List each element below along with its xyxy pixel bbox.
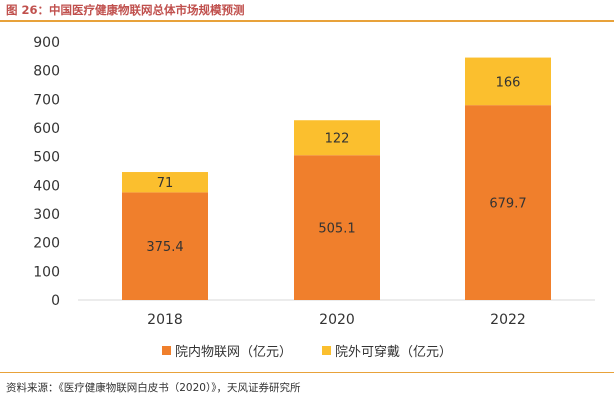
data-label: 122	[325, 132, 350, 147]
x-tick-label: 2018	[147, 312, 183, 328]
legend-label-series-1: 院内物联网（亿元）	[174, 345, 292, 360]
source-note: 资料来源：《医疗健康物联网白皮书（2020）》，天风证券研究所	[6, 382, 301, 394]
bar-segment	[294, 120, 380, 156]
data-label: 375.4	[146, 240, 183, 255]
bar-segment	[465, 57, 551, 106]
data-label: 505.1	[318, 222, 355, 237]
y-tick-label: 600	[33, 121, 60, 137]
chart-legend: 院内物联网（亿元） 院外可穿戴（亿元）	[0, 341, 614, 360]
bar-segment	[122, 192, 208, 300]
y-tick-label: 800	[33, 64, 60, 80]
x-tick-label: 2022	[490, 312, 526, 328]
bar-segment	[122, 172, 208, 193]
data-label: 679.7	[489, 197, 526, 212]
figure-title: 图 26：中国医疗健康物联网总体市场规模预测	[6, 3, 245, 17]
y-tick-label: 300	[33, 207, 60, 223]
bar-segment	[294, 155, 380, 300]
y-tick-label: 900	[33, 35, 60, 51]
data-label: 71	[157, 176, 174, 191]
bar-segment	[465, 105, 551, 300]
y-tick-label: 0	[51, 293, 60, 309]
y-tick-label: 100	[33, 264, 60, 280]
legend-label-series-2: 院外可穿戴（亿元）	[335, 345, 453, 360]
legend-swatch-series-2	[322, 346, 331, 355]
legend-item-series-1: 院内物联网（亿元）	[161, 341, 292, 360]
y-tick-label: 500	[33, 150, 60, 166]
legend-swatch-series-1	[161, 346, 171, 355]
source-rule	[0, 372, 614, 373]
x-tick-label: 2020	[319, 312, 355, 328]
data-label: 166	[496, 75, 521, 90]
y-tick-label: 400	[33, 178, 60, 194]
y-tick-label: 200	[33, 236, 60, 252]
title-rule	[0, 20, 614, 22]
y-tick-label: 700	[33, 92, 60, 108]
legend-item-series-2: 院外可穿戴（亿元）	[322, 341, 452, 360]
